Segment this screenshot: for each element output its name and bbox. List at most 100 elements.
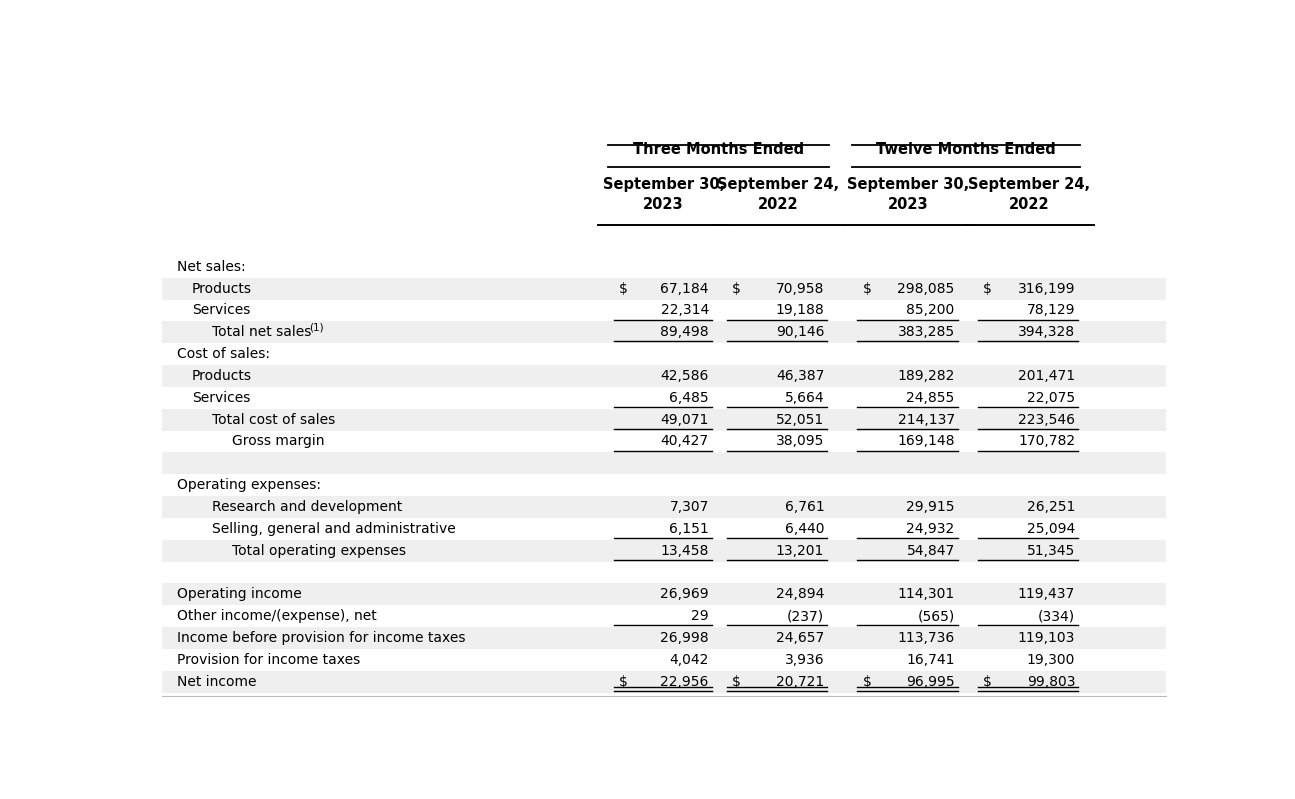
- Text: $: $: [862, 674, 872, 689]
- Bar: [162, 627, 1166, 649]
- Text: 42,586: 42,586: [660, 369, 708, 383]
- Text: 99,803: 99,803: [1027, 674, 1075, 689]
- Bar: [162, 649, 1166, 671]
- Text: 22,314: 22,314: [660, 304, 708, 317]
- Text: 67,184: 67,184: [660, 281, 708, 296]
- Text: 29,915: 29,915: [906, 500, 954, 514]
- Text: Twelve Months Ended: Twelve Months Ended: [877, 142, 1057, 157]
- Bar: [162, 583, 1166, 606]
- Text: 114,301: 114,301: [897, 587, 954, 602]
- Text: 214,137: 214,137: [897, 412, 954, 427]
- Text: 5,664: 5,664: [785, 391, 825, 405]
- Bar: [162, 671, 1166, 693]
- Text: Total operating expenses: Total operating expenses: [232, 543, 407, 558]
- Text: 25,094: 25,094: [1027, 522, 1075, 536]
- Text: Products: Products: [192, 369, 253, 383]
- Text: 13,201: 13,201: [776, 543, 825, 558]
- Text: 189,282: 189,282: [897, 369, 954, 383]
- Text: 24,855: 24,855: [906, 391, 954, 405]
- Text: (334): (334): [1039, 609, 1075, 623]
- Text: 52,051: 52,051: [776, 412, 825, 427]
- Text: $: $: [619, 674, 627, 689]
- Text: (237): (237): [787, 609, 825, 623]
- Text: 96,995: 96,995: [906, 674, 954, 689]
- Text: 19,188: 19,188: [776, 304, 825, 317]
- Text: 26,998: 26,998: [660, 631, 708, 645]
- Text: $: $: [732, 674, 741, 689]
- Text: 113,736: 113,736: [897, 631, 954, 645]
- Text: 119,437: 119,437: [1018, 587, 1075, 602]
- Bar: [162, 606, 1166, 627]
- Text: Services: Services: [192, 391, 250, 405]
- Bar: [162, 256, 1166, 278]
- Bar: [162, 431, 1166, 452]
- Text: September 24,
2022: September 24, 2022: [967, 177, 1090, 212]
- Text: 223,546: 223,546: [1018, 412, 1075, 427]
- Text: Net sales:: Net sales:: [177, 260, 246, 274]
- Text: $: $: [983, 281, 992, 296]
- Bar: [162, 518, 1166, 540]
- Text: 201,471: 201,471: [1018, 369, 1075, 383]
- Text: Services: Services: [192, 304, 250, 317]
- Bar: [162, 409, 1166, 431]
- Text: September 30,
2023: September 30, 2023: [602, 177, 725, 212]
- Text: (565): (565): [917, 609, 954, 623]
- Bar: [162, 344, 1166, 365]
- Bar: [162, 300, 1166, 321]
- Text: 29: 29: [692, 609, 708, 623]
- Text: Provision for income taxes: Provision for income taxes: [177, 653, 360, 667]
- Text: Total net sales: Total net sales: [212, 325, 311, 340]
- Text: 6,485: 6,485: [670, 391, 708, 405]
- Bar: [162, 387, 1166, 409]
- Bar: [162, 452, 1166, 475]
- Bar: [162, 321, 1166, 344]
- Text: 51,345: 51,345: [1027, 543, 1075, 558]
- Text: 6,761: 6,761: [785, 500, 825, 514]
- Text: 24,657: 24,657: [776, 631, 825, 645]
- Text: September 24,
2022: September 24, 2022: [717, 177, 839, 212]
- Bar: [162, 365, 1166, 387]
- Text: 316,199: 316,199: [1018, 281, 1075, 296]
- Text: 13,458: 13,458: [660, 543, 708, 558]
- Text: 49,071: 49,071: [660, 412, 708, 427]
- Text: 3,936: 3,936: [785, 653, 825, 667]
- Text: 298,085: 298,085: [897, 281, 954, 296]
- Bar: [162, 540, 1166, 562]
- Text: Net income: Net income: [177, 674, 256, 689]
- Text: Income before provision for income taxes: Income before provision for income taxes: [177, 631, 465, 645]
- Text: 6,151: 6,151: [670, 522, 708, 536]
- Text: Gross margin: Gross margin: [232, 435, 325, 448]
- Text: 4,042: 4,042: [670, 653, 708, 667]
- Text: 16,741: 16,741: [906, 653, 954, 667]
- Text: $: $: [862, 281, 872, 296]
- Text: Products: Products: [192, 281, 253, 296]
- Text: 89,498: 89,498: [660, 325, 708, 340]
- Text: $: $: [619, 281, 627, 296]
- Bar: [162, 496, 1166, 518]
- Text: 24,932: 24,932: [906, 522, 954, 536]
- Text: 40,427: 40,427: [660, 435, 708, 448]
- Text: 19,300: 19,300: [1027, 653, 1075, 667]
- Text: 170,782: 170,782: [1018, 435, 1075, 448]
- Text: 6,440: 6,440: [785, 522, 825, 536]
- Text: 26,251: 26,251: [1027, 500, 1075, 514]
- Text: 26,969: 26,969: [660, 587, 708, 602]
- Text: $: $: [983, 674, 992, 689]
- Text: 394,328: 394,328: [1018, 325, 1075, 340]
- Text: $: $: [732, 281, 741, 296]
- Bar: [162, 475, 1166, 496]
- Text: Research and development: Research and development: [212, 500, 403, 514]
- Text: 54,847: 54,847: [906, 543, 954, 558]
- Text: 7,307: 7,307: [670, 500, 708, 514]
- Text: 90,146: 90,146: [776, 325, 825, 340]
- Text: Operating income: Operating income: [177, 587, 302, 602]
- Text: 169,148: 169,148: [897, 435, 954, 448]
- Text: 78,129: 78,129: [1027, 304, 1075, 317]
- Text: Cost of sales:: Cost of sales:: [177, 347, 269, 361]
- Text: Three Months Ended: Three Months Ended: [633, 142, 804, 157]
- Text: 22,956: 22,956: [660, 674, 708, 689]
- Text: Selling, general and administrative: Selling, general and administrative: [212, 522, 456, 536]
- Text: Operating expenses:: Operating expenses:: [177, 478, 321, 492]
- Text: 20,721: 20,721: [776, 674, 825, 689]
- Text: 70,958: 70,958: [776, 281, 825, 296]
